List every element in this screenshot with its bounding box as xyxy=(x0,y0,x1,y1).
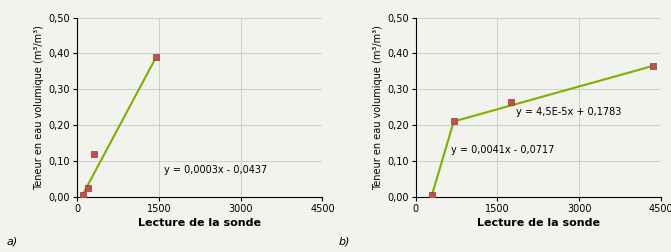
Text: y = 0,0041x - 0,0717: y = 0,0041x - 0,0717 xyxy=(451,145,554,155)
Point xyxy=(77,193,88,197)
Point xyxy=(427,193,437,197)
Y-axis label: Teneur en eau volumique (m³/m³): Teneur en eau volumique (m³/m³) xyxy=(34,25,44,190)
Point xyxy=(506,100,517,104)
Text: b): b) xyxy=(339,237,350,247)
Text: y = 0,0003x - 0,0437: y = 0,0003x - 0,0437 xyxy=(164,165,268,175)
Point xyxy=(448,119,459,123)
Text: y = 4,5E-5x + 0,1783: y = 4,5E-5x + 0,1783 xyxy=(517,107,622,117)
Point xyxy=(88,152,99,156)
X-axis label: Lecture de la sonde: Lecture de la sonde xyxy=(477,218,600,228)
Text: a): a) xyxy=(7,237,18,247)
Y-axis label: Teneur en eau volumique (m³/m³): Teneur en eau volumique (m³/m³) xyxy=(373,25,383,190)
Point xyxy=(151,55,162,59)
Point xyxy=(83,185,93,190)
Point xyxy=(648,64,658,68)
X-axis label: Lecture de la sonde: Lecture de la sonde xyxy=(138,218,261,228)
